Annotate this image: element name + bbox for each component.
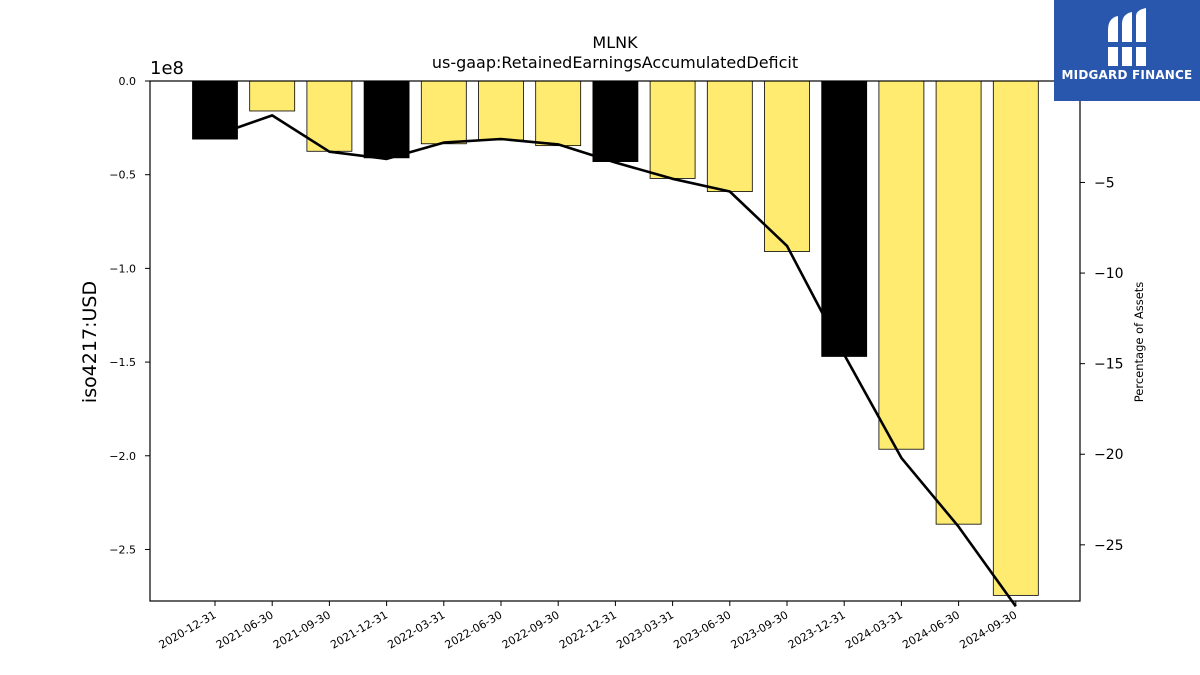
y-tick-label: −2.0 bbox=[109, 450, 136, 463]
chart-title: MLNK bbox=[592, 33, 638, 52]
bar bbox=[249, 80, 296, 112]
x-tick-label: 2023-03-31 bbox=[614, 608, 676, 651]
bar bbox=[363, 80, 410, 159]
bar bbox=[878, 80, 925, 450]
brand-name: MIDGARD FINANCE bbox=[1061, 68, 1193, 82]
bar bbox=[592, 80, 639, 162]
bar bbox=[935, 80, 982, 525]
x-tick-label: 2024-09-30 bbox=[957, 608, 1019, 651]
x-tick-label: 2022-12-31 bbox=[557, 608, 619, 651]
y2-tick-label: −5 bbox=[1094, 175, 1115, 191]
x-tick-label: 2023-06-30 bbox=[671, 608, 733, 651]
y-offset-label: 1e8 bbox=[150, 58, 184, 79]
bar bbox=[764, 80, 810, 252]
y2-tick-label: −15 bbox=[1094, 357, 1124, 373]
bar bbox=[306, 80, 353, 152]
x-tick-label: 2022-09-30 bbox=[500, 608, 562, 651]
x-tick-label: 2021-12-31 bbox=[328, 608, 390, 651]
x-tick-label: 2021-09-30 bbox=[271, 608, 333, 651]
brand-logo: MIDGARD FINANCE bbox=[1054, 0, 1200, 101]
percentage-line bbox=[214, 114, 1017, 608]
y-tick-label: −1.0 bbox=[109, 262, 136, 275]
x-tick-label: 2024-06-30 bbox=[900, 608, 962, 651]
x-tick-label: 2023-09-30 bbox=[729, 608, 791, 651]
y-tick-label: −2.5 bbox=[109, 543, 136, 556]
y2-axis-label: Percentage of Assets bbox=[1132, 282, 1146, 403]
y2-tick-label: −20 bbox=[1094, 447, 1124, 463]
chart-subtitle: us-gaap:RetainedEarningsAccumulatedDefic… bbox=[432, 53, 798, 72]
bar bbox=[420, 80, 467, 145]
y-tick-label: −0.5 bbox=[109, 169, 136, 182]
x-tick-label: 2024-03-31 bbox=[843, 608, 905, 651]
bar bbox=[992, 80, 1039, 596]
x-tick-label: 2021-06-30 bbox=[214, 608, 276, 651]
bar bbox=[478, 80, 524, 141]
bar bbox=[649, 80, 696, 179]
x-tick-label: 2022-06-30 bbox=[443, 608, 505, 651]
x-tick-label: 2022-03-31 bbox=[385, 608, 447, 651]
bar bbox=[535, 80, 582, 147]
bar bbox=[821, 80, 868, 357]
x-tick-label: 2020-12-31 bbox=[157, 608, 219, 651]
y-tick-label: 0.0 bbox=[119, 75, 137, 88]
x-tick-label: 2023-12-31 bbox=[786, 608, 848, 651]
bar bbox=[706, 80, 753, 192]
y-tick-label: −1.5 bbox=[109, 356, 136, 369]
midgard-logo-icon bbox=[1106, 8, 1148, 66]
y2-tick-label: −10 bbox=[1094, 266, 1124, 282]
y-axis-label: iso4217:USD bbox=[79, 281, 101, 403]
y2-tick-label: −25 bbox=[1094, 538, 1124, 554]
